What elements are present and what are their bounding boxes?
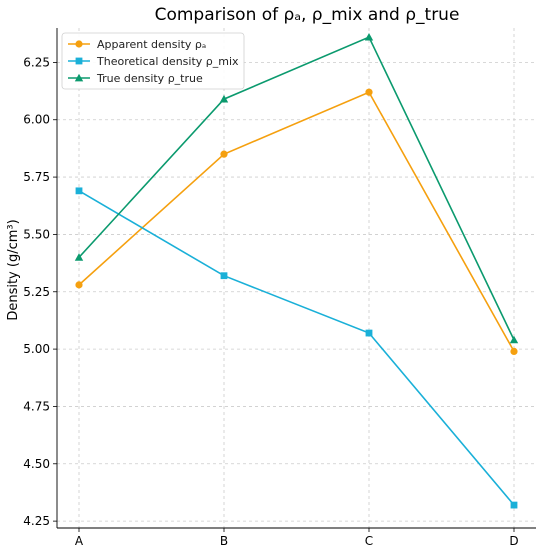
axes — [53, 28, 536, 532]
legend-item: Apparent density ρₐ — [68, 38, 206, 51]
legend: Apparent density ρₐ Theoretical density ρ… — [61, 32, 245, 90]
legend-label: True density ρ_true — [96, 72, 203, 85]
legend-label: Apparent density ρₐ — [97, 38, 206, 51]
legend-box — [61, 32, 245, 90]
data-point — [364, 32, 374, 41]
tick-labels: 4.25 4.50 4.75 5.00 5.25 5.50 5.75 6.00 6.25 A B C D — [23, 55, 518, 545]
x-tick-label: D — [509, 534, 518, 545]
y-tick-label: 5.00 — [23, 342, 50, 356]
series-square — [75, 187, 518, 509]
legend-marker — [75, 57, 83, 65]
series-circle — [75, 88, 518, 355]
y-tick-label: 6.25 — [23, 55, 50, 69]
data-point — [219, 94, 229, 103]
data-point — [74, 253, 84, 261]
y-tick-label: 4.50 — [23, 457, 50, 471]
y-tick-label: 4.75 — [23, 399, 50, 413]
legend-item: Theoretical density ρ_mix — [68, 55, 239, 68]
data-point — [510, 501, 518, 509]
data-point — [75, 187, 83, 195]
legend-marker — [74, 73, 84, 82]
series-line — [78, 36, 515, 341]
data-point — [510, 347, 518, 355]
data-point — [365, 88, 373, 96]
y-tick-label: 4.25 — [23, 514, 50, 528]
data-point — [509, 335, 519, 344]
y-tick-label: 6.00 — [23, 113, 50, 127]
y-axis-label: Density (g/cm³) — [6, 219, 21, 320]
y-tick-label: 5.25 — [23, 285, 50, 299]
x-tick-label: C — [365, 534, 373, 545]
grid — [57, 28, 536, 528]
x-tick-label: A — [75, 534, 84, 545]
data-point — [75, 281, 83, 289]
data-point — [220, 150, 228, 158]
data-point — [220, 272, 228, 280]
x-tick-label: B — [220, 534, 228, 545]
series-layer — [74, 32, 519, 509]
series-line — [78, 91, 515, 352]
y-tick-label: 5.75 — [23, 170, 50, 184]
y-tick-label: 5.50 — [23, 227, 50, 241]
legend-item: True density ρ_true — [68, 72, 203, 85]
legend-marker — [75, 40, 83, 48]
legend-label: Theoretical density ρ_mix — [96, 55, 239, 68]
data-point — [365, 329, 373, 337]
chart-title: Comparison of ρₐ, ρ_mix and ρ_true — [155, 5, 460, 25]
series-triangle — [74, 32, 519, 344]
series-line — [78, 190, 515, 506]
